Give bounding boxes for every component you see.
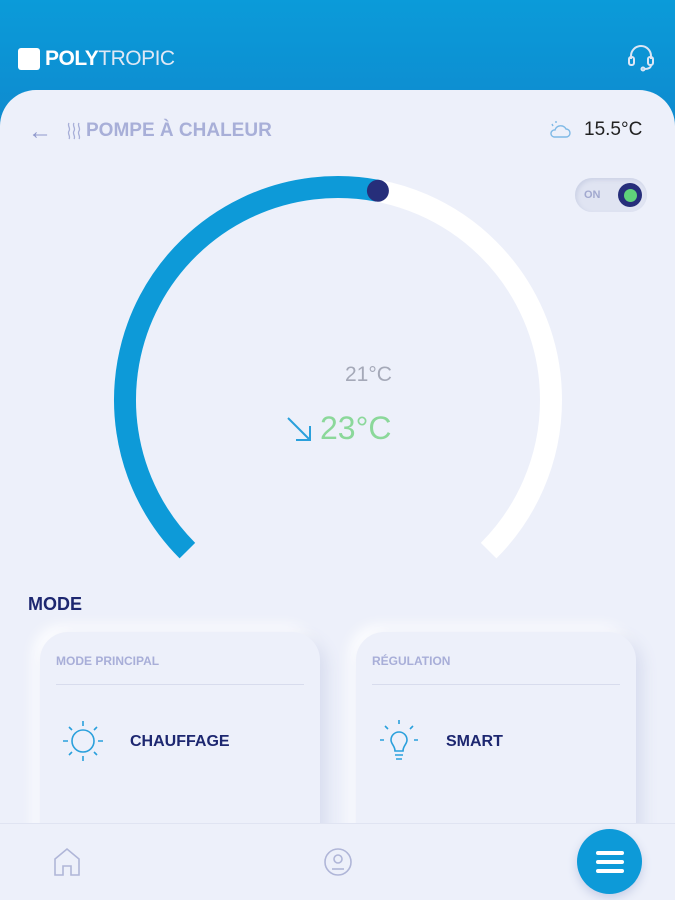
heat-waves-icon	[67, 122, 81, 140]
divider	[372, 684, 620, 685]
arrow-down-right-icon	[287, 416, 311, 441]
card-value: CHAUFFAGE	[130, 733, 230, 750]
user-icon[interactable]	[323, 847, 353, 877]
title-text: POMPE À CHALEUR	[86, 120, 272, 141]
current-temp: 23°C	[284, 410, 392, 447]
headset-icon[interactable]	[626, 42, 656, 77]
cloud-sun-icon	[550, 121, 571, 138]
outdoor-weather: 15.5°C	[548, 119, 642, 141]
power-toggle-label: ON	[584, 189, 601, 201]
mode-heading: MODE	[28, 594, 82, 614]
current-temp-value: 23°C	[320, 410, 392, 446]
brand-bold: POLY	[45, 47, 99, 70]
card-value: SMART	[446, 733, 503, 750]
home-icon[interactable]	[53, 847, 81, 877]
back-arrow-icon[interactable]: ←	[28, 118, 52, 145]
bottom-nav	[0, 823, 675, 900]
setpoint-temp: 21°C	[345, 363, 392, 386]
page-title: POMPE À CHALEUR	[66, 120, 272, 142]
gauge-handle[interactable]	[366, 179, 389, 202]
sun-icon	[63, 721, 103, 761]
card-label: RÉGULATION	[372, 654, 451, 668]
gauge-fill	[114, 176, 380, 559]
polytropic-logo: POLY TROPIC	[18, 47, 175, 71]
lightbulb-icon	[380, 720, 418, 760]
temperature-gauge[interactable]	[0, 160, 675, 580]
toggle-knob	[618, 183, 642, 207]
logo-mark-icon	[18, 48, 40, 70]
menu-button[interactable]	[577, 829, 642, 894]
power-toggle[interactable]: ON	[575, 178, 647, 212]
brand-light: TROPIC	[98, 47, 175, 70]
card-label: MODE PRINCIPAL	[56, 654, 160, 668]
outdoor-temp: 15.5°C	[584, 119, 643, 140]
divider	[56, 684, 304, 685]
app-header: POLY TROPIC	[0, 0, 675, 100]
